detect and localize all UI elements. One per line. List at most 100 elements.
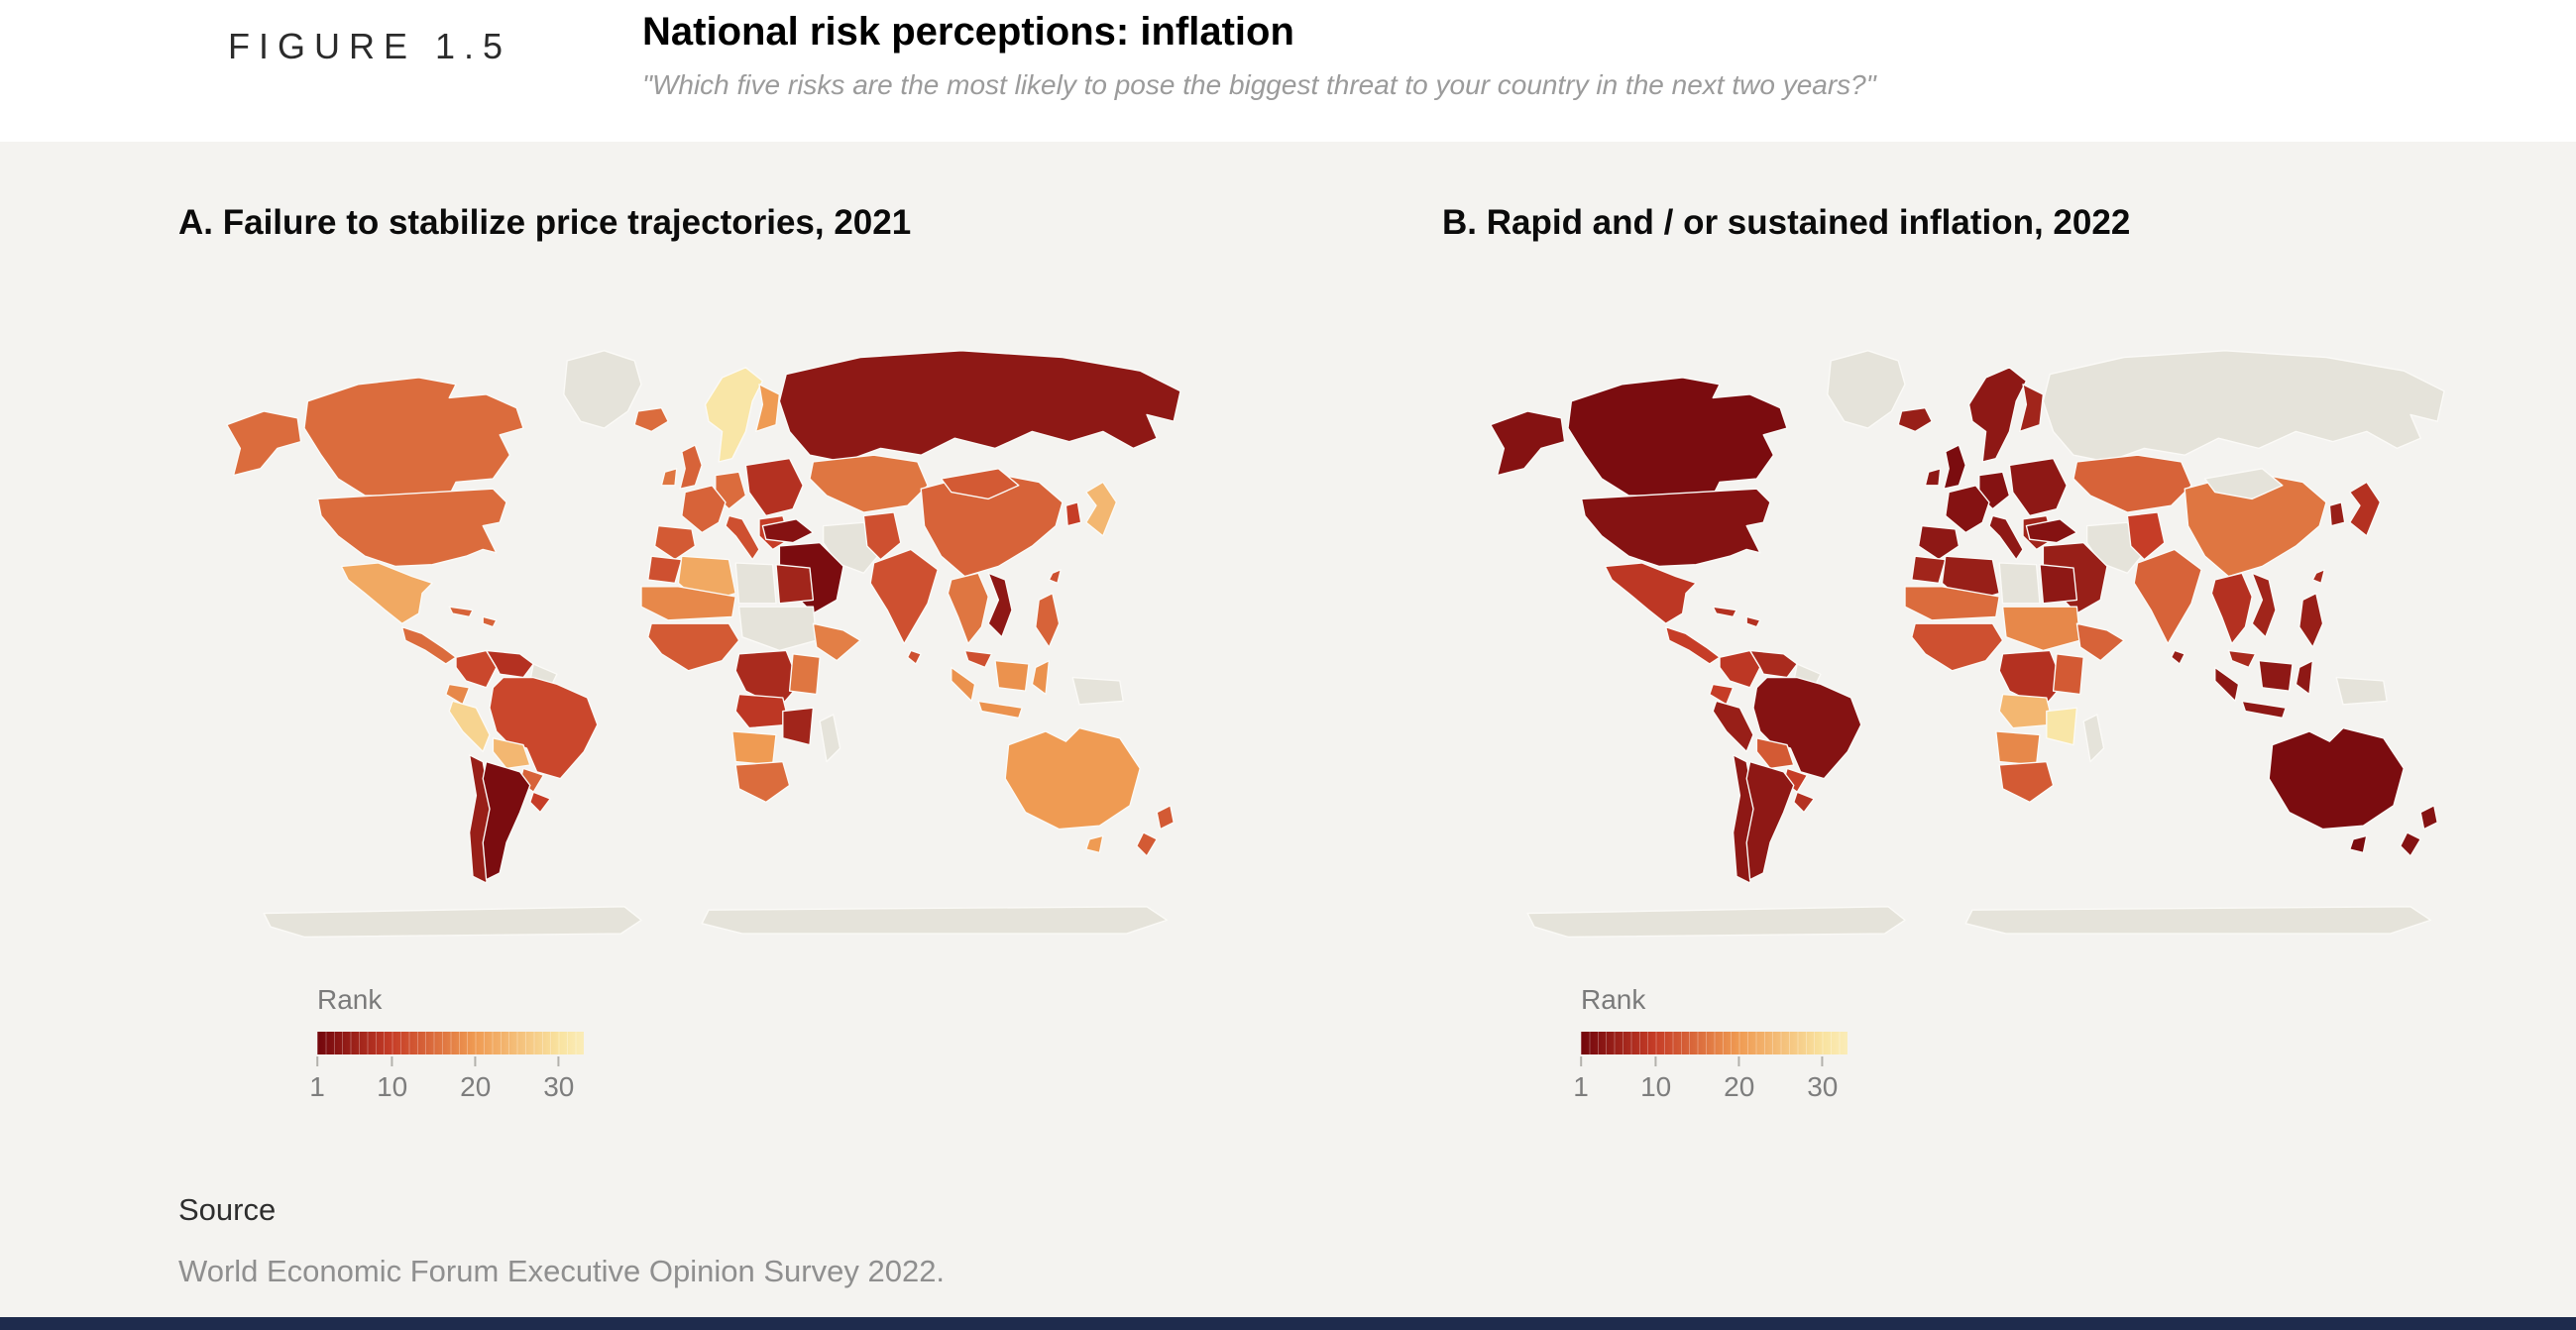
figure-label: FIGURE 1.5 xyxy=(228,26,512,66)
region-chad-sudan xyxy=(737,606,818,652)
region-west-africa-coast xyxy=(1911,622,2004,672)
region-chad-sudan xyxy=(2001,606,2081,652)
legend-tick-mark xyxy=(315,1056,318,1066)
region-mongolia xyxy=(2203,468,2284,500)
region-west-africa-coast xyxy=(647,622,740,672)
region-brazil xyxy=(1752,676,1862,780)
region-east-europe xyxy=(2008,457,2068,517)
region-caribbean xyxy=(1712,606,1761,628)
region-philippines xyxy=(1035,592,1061,648)
region-korea xyxy=(1064,501,1082,527)
region-new-guinea xyxy=(2335,676,2388,706)
legend-b-gradient xyxy=(1581,1032,1848,1054)
region-finland xyxy=(2018,384,2045,433)
region-zimbabwe-moz xyxy=(782,707,815,746)
world-map-2021 xyxy=(203,327,1214,967)
panel-a-title: A. Failure to stabilize price trajectori… xyxy=(178,203,912,242)
region-india xyxy=(869,548,939,645)
region-korea xyxy=(2328,501,2346,527)
region-scandinavia xyxy=(704,367,764,463)
region-canada xyxy=(1567,377,1788,497)
legend-a: Rank 1 10 20 30 xyxy=(309,984,743,1110)
region-greenland xyxy=(1827,350,1906,429)
region-horn-africa xyxy=(812,622,861,662)
region-bolivia xyxy=(1755,737,1795,770)
region-china xyxy=(920,471,1064,578)
legend-tick-label: 1 xyxy=(309,1071,325,1102)
legend-tick-30: 30 xyxy=(543,1056,574,1103)
region-ireland xyxy=(660,468,678,487)
panel-b-title: B. Rapid and / or sustained inflation, 2… xyxy=(1442,203,2131,242)
choropleth-svg-2021 xyxy=(226,350,1181,939)
region-iceland xyxy=(633,406,669,433)
legend-tick-label: 20 xyxy=(460,1071,492,1102)
region-argentina xyxy=(482,760,531,881)
figure-header: FIGURE 1.5 National risk perceptions: in… xyxy=(0,0,2576,142)
region-south-africa xyxy=(1998,760,2055,804)
region-libya xyxy=(1998,562,2041,605)
legend-tick-mark xyxy=(1579,1056,1582,1066)
region-alaska xyxy=(226,410,302,477)
region-vietnam xyxy=(2251,572,2277,638)
region-pakistan xyxy=(862,511,902,561)
region-italy xyxy=(1988,514,2024,561)
region-australia xyxy=(1004,726,1141,854)
region-south-africa xyxy=(734,760,791,804)
region-alaska xyxy=(1490,410,1566,477)
region-usa xyxy=(1580,488,1771,568)
region-brazil xyxy=(489,676,599,780)
region-east-europe xyxy=(744,457,804,517)
region-sri-lanka xyxy=(906,649,922,665)
region-china xyxy=(2184,471,2327,578)
region-uk xyxy=(679,444,703,490)
region-iberia xyxy=(653,524,697,561)
region-bolivia xyxy=(492,737,531,770)
region-central-america xyxy=(1664,625,1721,665)
region-myanmar-thailand xyxy=(2210,572,2253,645)
region-antarctica xyxy=(263,906,1169,939)
legend-a-label: Rank xyxy=(317,984,383,1015)
figure-subtitle: "Which five risks are the most likely to… xyxy=(642,69,1876,100)
region-angola-zambia xyxy=(734,693,791,729)
legend-tick-10: 10 xyxy=(377,1056,407,1103)
region-malaysia xyxy=(963,649,993,669)
region-taiwan xyxy=(2311,569,2325,585)
region-namibia-botswana xyxy=(1995,730,2041,766)
region-ireland xyxy=(1924,468,1942,487)
region-new-zealand xyxy=(2400,805,2438,857)
region-india xyxy=(2133,548,2202,645)
region-greenland xyxy=(563,350,642,429)
legend-a-gradient xyxy=(317,1032,584,1054)
region-mexico xyxy=(1604,562,1697,624)
legend-b: Rank 1 10 20 30 xyxy=(1573,984,2007,1110)
region-angola-zambia xyxy=(1998,693,2055,729)
source-label: Source xyxy=(178,1192,277,1227)
region-iceland xyxy=(1897,406,1933,433)
region-pakistan xyxy=(2126,511,2166,561)
region-vietnam xyxy=(987,572,1013,638)
region-scandinavia xyxy=(1967,367,2028,463)
region-uruguay xyxy=(529,791,551,814)
region-new-guinea xyxy=(1071,676,1124,706)
region-japan xyxy=(2349,481,2382,537)
legend-tick-20: 20 xyxy=(460,1056,491,1103)
region-madagascar xyxy=(819,714,841,763)
region-italy xyxy=(725,514,760,561)
legend-tick-10: 10 xyxy=(1640,1056,1671,1103)
source-block: Source World Economic Forum Executive Op… xyxy=(178,1192,945,1289)
legend-tick-label: 10 xyxy=(377,1071,408,1102)
region-libya xyxy=(734,562,777,605)
region-central-america xyxy=(400,625,457,665)
legend-tick-1: 1 xyxy=(1573,1056,1589,1103)
legend-tick-label: 1 xyxy=(1573,1071,1589,1102)
legend-b-ticks: 1 10 20 30 xyxy=(1573,1054,1848,1110)
region-indonesia xyxy=(2214,659,2314,720)
region-myanmar-thailand xyxy=(947,572,989,645)
region-peru xyxy=(448,700,491,753)
source-text: World Economic Forum Executive Opinion S… xyxy=(178,1254,946,1288)
region-finland xyxy=(754,384,781,433)
region-turkey xyxy=(761,518,815,544)
legend-tick-label: 20 xyxy=(1724,1071,1755,1102)
region-zimbabwe-moz xyxy=(2046,707,2078,746)
